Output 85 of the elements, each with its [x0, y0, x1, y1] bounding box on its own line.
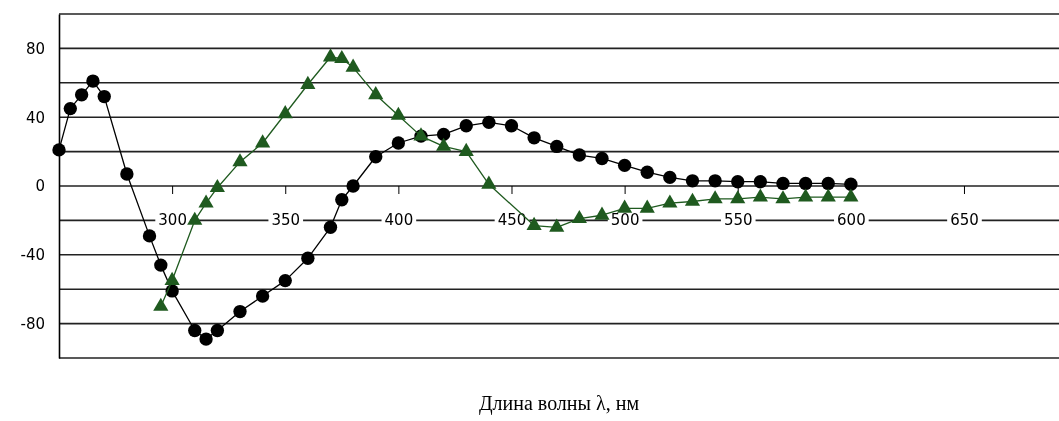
point [300, 75, 316, 89]
point [346, 179, 360, 193]
point [685, 174, 700, 188]
x-tick-label: 400 [384, 210, 414, 229]
x-tick-label: 350 [271, 210, 301, 229]
point [639, 199, 655, 213]
point [482, 115, 496, 130]
x-tick-label: 600 [837, 210, 866, 229]
point [209, 178, 225, 193]
point [776, 176, 790, 191]
y-tick-label: -80 [20, 314, 45, 333]
point [277, 104, 293, 119]
point [844, 177, 858, 191]
point [199, 332, 213, 346]
point [459, 119, 473, 133]
point [707, 190, 723, 204]
point [391, 136, 406, 150]
point [595, 151, 609, 166]
y-tick-label: 40 [25, 108, 45, 127]
point [52, 143, 66, 157]
x-axis-title: Длина волны λ, нм [478, 392, 640, 415]
point [301, 251, 315, 265]
point [255, 134, 271, 148]
point [345, 58, 361, 72]
y-tick-label: 0 [35, 177, 45, 196]
point [334, 49, 350, 64]
point [198, 194, 214, 208]
point [775, 190, 791, 204]
point [663, 170, 677, 185]
point [187, 211, 203, 225]
point [526, 216, 542, 230]
y-tick-label: -40 [20, 246, 45, 265]
x-tick-label: 550 [723, 210, 753, 229]
point [820, 188, 836, 202]
point [527, 131, 541, 145]
point [255, 289, 270, 303]
point [322, 48, 339, 62]
point [504, 119, 519, 133]
point [684, 192, 701, 206]
point [731, 175, 745, 189]
point [335, 193, 349, 207]
point [390, 106, 406, 120]
point [63, 101, 77, 116]
point [572, 148, 587, 162]
point [232, 153, 248, 167]
point [323, 220, 338, 234]
point [86, 74, 100, 88]
x-tick-label: 450 [497, 210, 527, 229]
point [142, 229, 157, 243]
point [368, 86, 384, 100]
x-tick-label: 500 [610, 210, 640, 229]
point [571, 209, 587, 224]
point [120, 167, 134, 181]
point [798, 188, 814, 202]
x-tick-label: 300 [158, 210, 187, 229]
y-tick-label: 80 [25, 39, 45, 58]
point [617, 199, 633, 213]
point [594, 206, 610, 220]
point [843, 188, 859, 202]
point [550, 139, 564, 154]
point [278, 273, 292, 288]
point [753, 175, 768, 189]
point [154, 258, 168, 272]
point [549, 218, 565, 232]
point [74, 88, 89, 102]
point [730, 190, 746, 204]
point [188, 323, 202, 338]
point [436, 137, 452, 151]
point [640, 165, 654, 179]
point [153, 297, 169, 311]
point [821, 176, 835, 191]
point [481, 175, 497, 189]
point [662, 194, 678, 208]
x-tick-label: 650 [950, 210, 979, 229]
point [458, 142, 474, 156]
point [798, 176, 813, 191]
point [752, 188, 768, 202]
point [233, 304, 247, 319]
point [708, 174, 722, 188]
point [617, 158, 632, 173]
point [436, 127, 451, 142]
point [97, 89, 111, 104]
point [164, 271, 180, 285]
point [369, 150, 383, 164]
point [210, 323, 225, 338]
